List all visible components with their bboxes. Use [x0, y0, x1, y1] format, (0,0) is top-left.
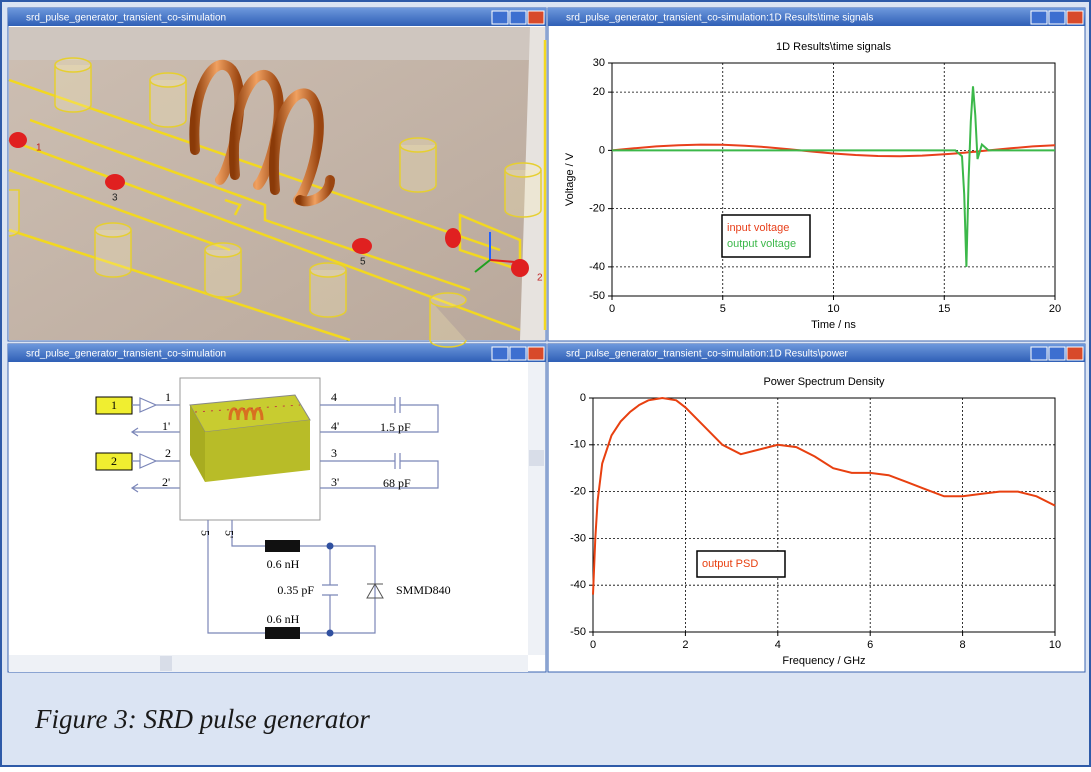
port-label: 4	[331, 390, 337, 404]
port-label: 4'	[331, 419, 339, 433]
component-label: 0.35 pF	[277, 583, 314, 597]
caption: Figure 3: SRD pulse generator	[34, 704, 370, 734]
window-title: srd_pulse_generator_transient_co-simulat…	[26, 349, 226, 360]
minimize-button[interactable]	[492, 347, 508, 360]
x-tick-label: 2	[682, 639, 688, 651]
component-label: 1.5 pF	[380, 420, 411, 434]
y-tick-label: -20	[589, 203, 605, 215]
legend-entry: output PSD	[702, 558, 758, 570]
port-label: 2'	[162, 475, 170, 489]
close-button[interactable]	[528, 11, 544, 24]
3d-view	[9, 27, 545, 347]
y-tick-label: 0	[580, 392, 586, 404]
y-tick-label: 20	[593, 86, 605, 98]
x-tick-label: 15	[938, 303, 950, 315]
source-label: 2	[111, 454, 117, 468]
port-label: 3	[112, 193, 118, 204]
close-button[interactable]	[1067, 347, 1083, 360]
port-label: 5	[360, 257, 366, 268]
x-tick-label: 10	[1049, 639, 1061, 651]
port-label: 5	[198, 530, 212, 536]
chart-title: Power Spectrum Density	[763, 376, 885, 388]
y-tick-label: -20	[570, 486, 586, 498]
maximize-button[interactable]	[1049, 11, 1065, 24]
x-tick-label: 8	[960, 639, 966, 651]
minimize-button[interactable]	[1031, 11, 1047, 24]
x-axis-label: Time / ns	[811, 319, 856, 331]
legend-entry: output voltage	[727, 238, 796, 250]
close-button[interactable]	[528, 347, 544, 360]
port-label: 1'	[162, 419, 170, 433]
window-title: srd_pulse_generator_transient_co-simulat…	[566, 13, 873, 24]
window-title: srd_pulse_generator_transient_co-simulat…	[566, 349, 848, 360]
screenshot: srd_pulse_generator_transient_co-simulat…	[0, 0, 1091, 767]
x-tick-label: 4	[775, 639, 781, 651]
port-label: 2	[165, 446, 171, 460]
y-tick-label: -50	[570, 626, 586, 638]
maximize-button[interactable]	[1049, 347, 1065, 360]
close-button[interactable]	[1067, 11, 1083, 24]
minimize-button[interactable]	[492, 11, 508, 24]
y-tick-label: -10	[570, 439, 586, 451]
x-tick-label: 5	[720, 303, 726, 315]
maximize-button[interactable]	[510, 11, 526, 24]
x-tick-label: 0	[609, 303, 615, 315]
component-label: 0.6 nH	[267, 612, 300, 626]
component-label: 0.6 nH	[267, 557, 300, 571]
source-label: 1	[111, 398, 117, 412]
component-label: SMMD840	[396, 583, 451, 597]
y-tick-label: -30	[570, 532, 586, 544]
x-tick-label: 20	[1049, 303, 1061, 315]
y-tick-label: 30	[593, 57, 605, 69]
y-axis-label: Voltage / V	[564, 152, 576, 206]
port-label: 2	[537, 273, 543, 284]
port-label: 1	[36, 143, 42, 154]
port-label: 3	[331, 446, 337, 460]
x-tick-label: 0	[590, 639, 596, 651]
y-tick-label: -40	[589, 261, 605, 273]
window-title: srd_pulse_generator_transient_co-simulat…	[26, 13, 226, 24]
legend-entry: input voltage	[727, 222, 789, 234]
component-label: 68 pF	[383, 476, 411, 490]
y-tick-label: 0	[599, 144, 605, 156]
maximize-button[interactable]	[510, 347, 526, 360]
port-label: 1	[165, 390, 171, 404]
x-axis-label: Frequency / GHz	[782, 655, 865, 667]
port-label: 5'	[222, 530, 236, 538]
port-label: 3'	[331, 475, 339, 489]
y-tick-label: -40	[570, 579, 586, 591]
minimize-button[interactable]	[1031, 347, 1047, 360]
chart-title: 1D Results\time signals	[776, 41, 891, 53]
x-tick-label: 10	[827, 303, 839, 315]
y-tick-label: -50	[589, 290, 605, 302]
x-tick-label: 6	[867, 639, 873, 651]
